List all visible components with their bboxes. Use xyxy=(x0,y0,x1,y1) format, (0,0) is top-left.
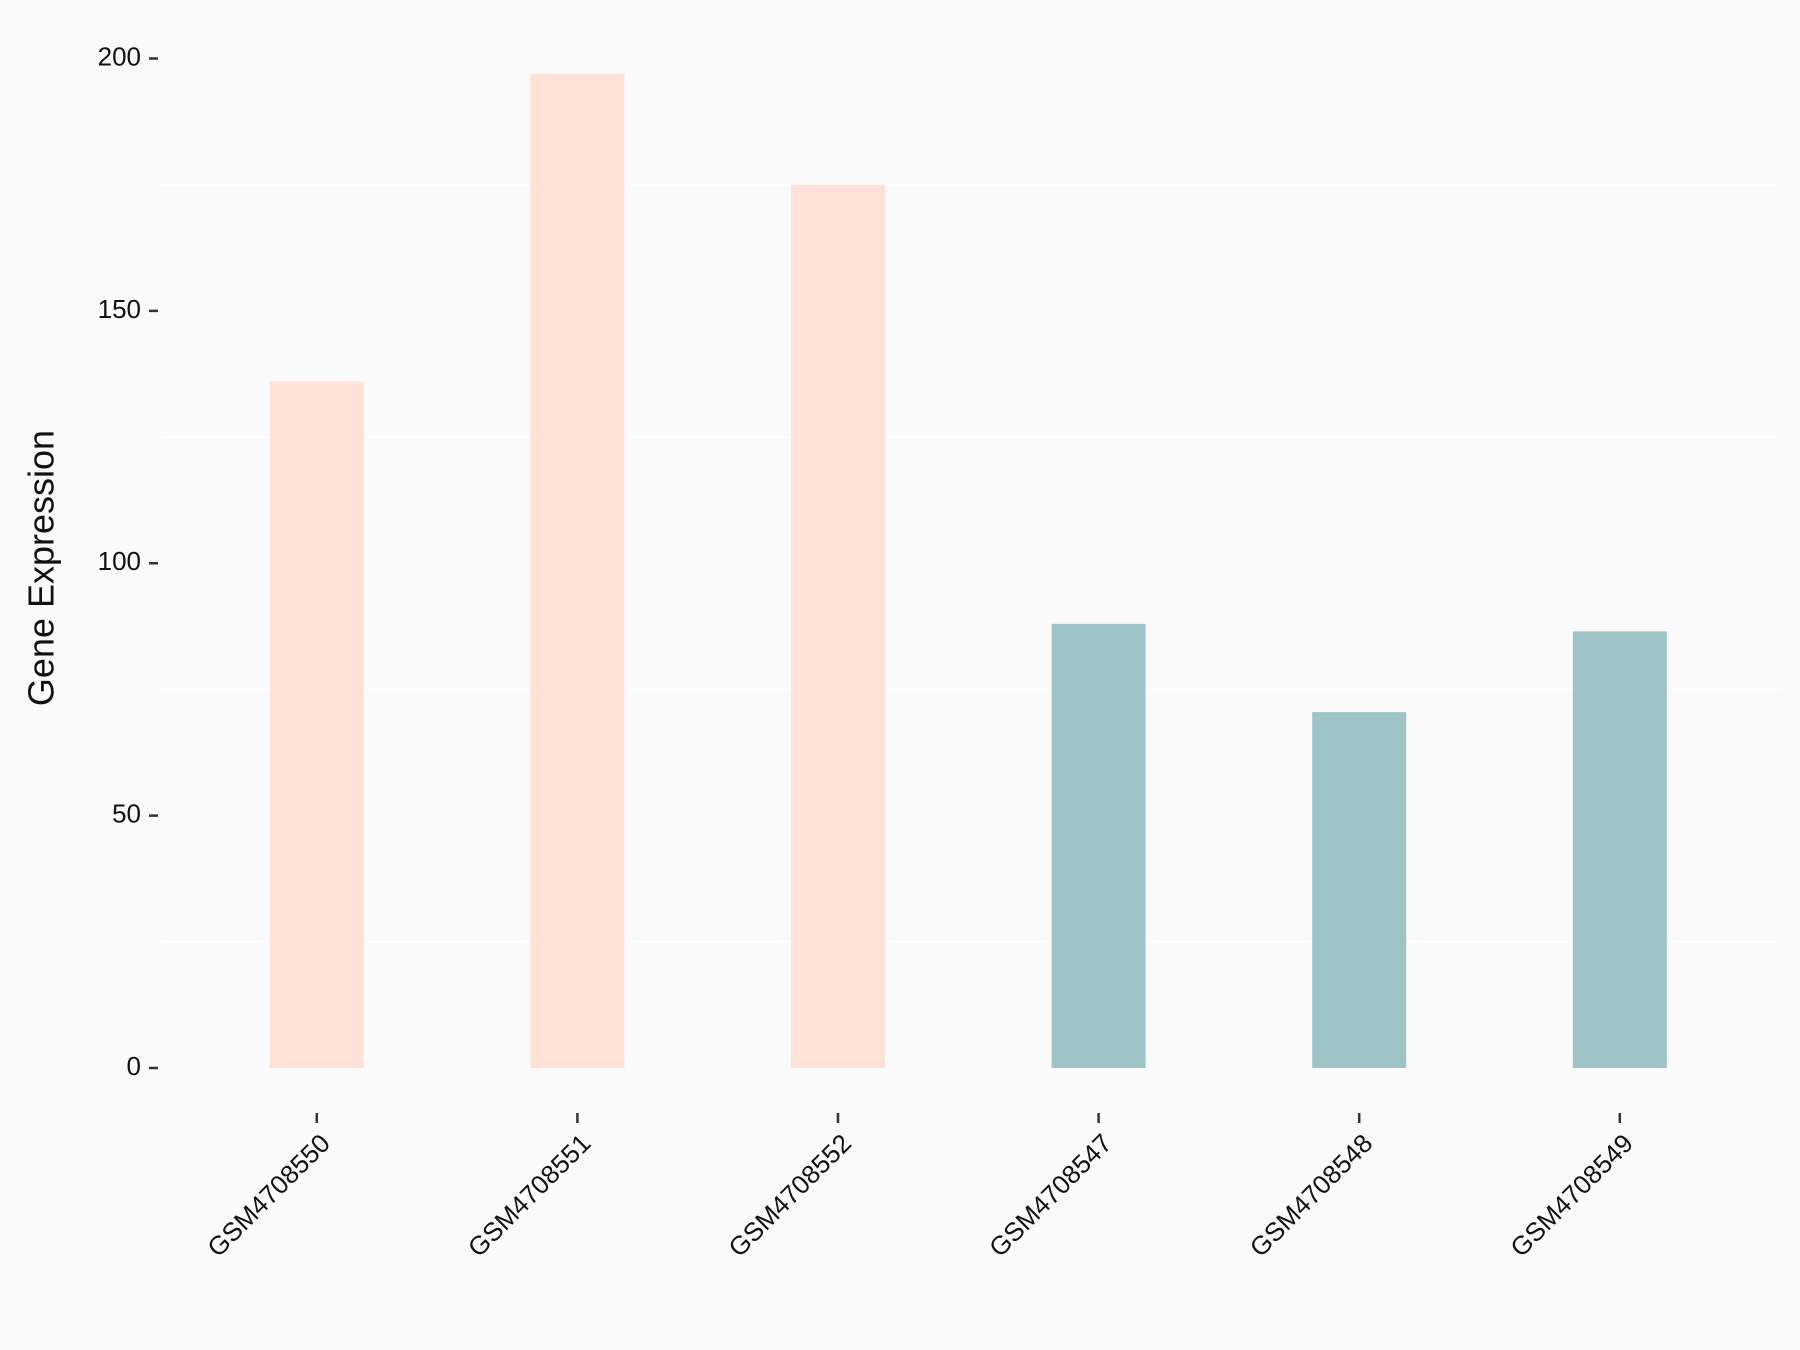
y-tick-label: 50 xyxy=(112,799,141,829)
y-tick-label: 200 xyxy=(98,41,141,71)
bar xyxy=(530,73,625,1068)
y-tick-label: 100 xyxy=(98,546,141,576)
bar xyxy=(1572,631,1667,1068)
y-tick-label: 0 xyxy=(127,1051,141,1081)
y-tick-label: 150 xyxy=(98,294,141,324)
bar xyxy=(1312,712,1407,1068)
y-axis-label: Gene Expression xyxy=(21,430,62,706)
bar xyxy=(269,381,364,1068)
bar xyxy=(1051,623,1146,1068)
bar xyxy=(791,184,885,1068)
